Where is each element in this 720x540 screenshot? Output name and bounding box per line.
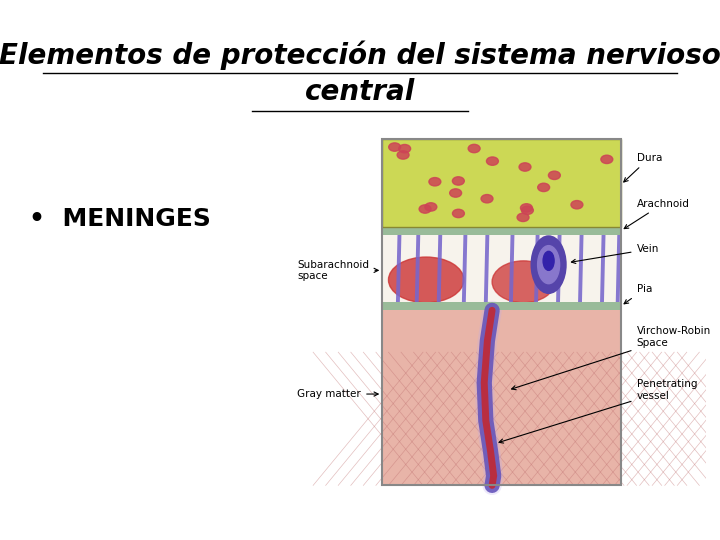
Ellipse shape [452,177,464,185]
Ellipse shape [521,204,532,212]
Ellipse shape [429,178,441,186]
Ellipse shape [487,157,498,165]
Text: Elementos de protección del sistema nervioso: Elementos de protección del sistema nerv… [0,40,720,70]
Bar [382,303,621,485]
Ellipse shape [452,210,464,218]
Ellipse shape [389,257,464,303]
Text: Dura: Dura [624,153,662,182]
Ellipse shape [492,261,555,303]
Bar [382,227,621,235]
Text: Gray matter: Gray matter [297,389,378,399]
Ellipse shape [450,189,462,197]
Ellipse shape [425,202,437,211]
Ellipse shape [521,206,534,214]
Bar [382,139,621,485]
Ellipse shape [543,251,554,271]
Bar [382,302,621,310]
Ellipse shape [399,145,410,153]
Text: Penetrating
vessel: Penetrating vessel [499,380,697,443]
Ellipse shape [517,213,529,221]
Text: Virchow-Robin
Space: Virchow-Robin Space [512,326,711,390]
Ellipse shape [481,194,493,203]
Bar [382,232,621,303]
Ellipse shape [538,246,559,284]
Text: Vein: Vein [572,245,659,264]
Text: Arachnoid: Arachnoid [624,199,689,228]
Ellipse shape [601,155,613,164]
Ellipse shape [419,205,431,213]
Ellipse shape [389,143,400,151]
Ellipse shape [571,200,583,209]
Text: •  MENINGES: • MENINGES [29,207,211,231]
Text: central: central [305,78,415,106]
Text: Pia: Pia [624,285,652,304]
Ellipse shape [397,151,409,159]
Bar [382,139,621,227]
Ellipse shape [519,163,531,171]
Ellipse shape [549,171,560,179]
Ellipse shape [531,236,566,293]
Ellipse shape [468,144,480,153]
Ellipse shape [538,183,549,192]
Bar [382,303,621,485]
Text: Subarachnoid
space: Subarachnoid space [297,260,378,281]
